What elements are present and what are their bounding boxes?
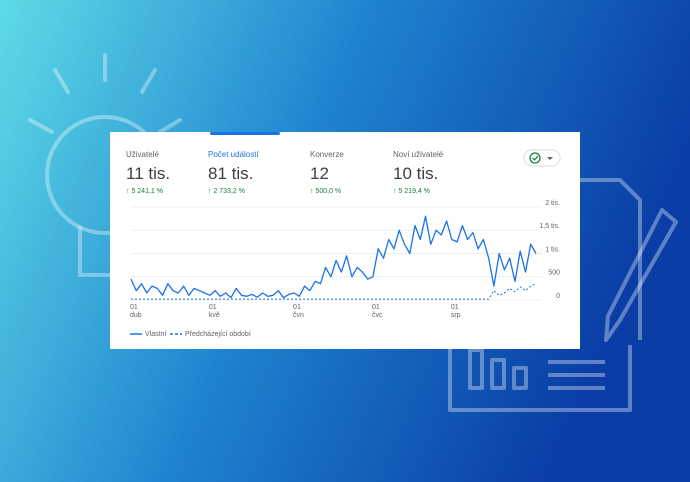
caret xyxy=(547,157,553,160)
metric-value: 10 tis. xyxy=(393,164,439,183)
y-tick-label: 1,5 tis. xyxy=(539,223,560,230)
x-tick-label: 01 čvc xyxy=(371,304,383,319)
selected-tab-indicator xyxy=(210,132,280,135)
metric-tab[interactable]: Noví uživatelé 10 tis. ↑ 5 219,4 % xyxy=(393,150,443,195)
y-tick-label: 2 tis. xyxy=(545,200,560,207)
metric-label: Uživatelé xyxy=(126,150,159,159)
legend-label: Předcházející období xyxy=(185,331,251,338)
y-tick-label: 500 xyxy=(548,270,560,277)
metric-change: ↑ 5 219,4 % xyxy=(393,188,430,195)
metric-tab[interactable]: Počet událostí 81 tis. ↑ 2 733,2 % xyxy=(208,150,259,195)
metric-label: Konverze xyxy=(310,150,344,159)
compare-toggle[interactable] xyxy=(523,149,561,167)
y-tick-label: 1 tis. xyxy=(545,246,560,253)
metric-value: 11 tis. xyxy=(126,164,171,183)
x-tick-label: 01 čvn xyxy=(293,304,304,319)
metric-value: 81 tis. xyxy=(208,164,254,183)
document-icon xyxy=(448,178,678,412)
series-line xyxy=(131,283,537,300)
metric-tab[interactable]: Konverze 12 ↑ 500,0 % xyxy=(310,150,344,195)
metric-label: Noví uživatelé xyxy=(393,150,444,159)
analytics-card: Vlastní Předcházející období 2 tis. 1,5 t… xyxy=(110,132,580,349)
metric-change: ↑ 2 733,2 % xyxy=(208,188,245,195)
x-tick-label: 01 srp xyxy=(450,304,461,319)
check-mark xyxy=(532,155,539,161)
metric-change: ↑ 500,0 % xyxy=(310,188,342,195)
metric-value: 12 xyxy=(310,164,329,183)
check-icon xyxy=(529,152,541,164)
metric-tab[interactable]: Uživatelé 11 tis. ↑ 5 241,1 % xyxy=(126,150,170,195)
metric-change: ↑ 5 241,1 % xyxy=(126,188,163,195)
legend-label: Vlastní xyxy=(145,331,166,338)
x-tick-label: 01 dub xyxy=(130,304,142,319)
series-line xyxy=(130,215,537,299)
chart: Vlastní Předcházející období 2 tis. 1,5 t… xyxy=(130,132,561,338)
y-tick-label: 0 xyxy=(556,293,560,300)
x-tick-label: 01 kvě xyxy=(208,304,220,319)
metric-label: Počet událostí xyxy=(208,150,259,159)
